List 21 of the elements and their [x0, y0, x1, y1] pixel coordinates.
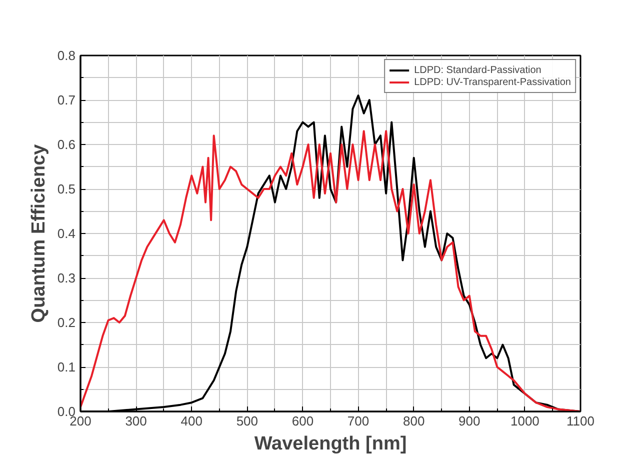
- x-tick-label: 900: [458, 414, 480, 428]
- legend-label: LDPD: UV-Transparent-Passivation: [414, 76, 571, 88]
- y-axis-title: Quantum Efficiency: [28, 144, 50, 323]
- x-tick-label: 1000: [510, 414, 540, 428]
- x-tick-label: 400: [180, 414, 202, 428]
- x-axis-title: Wavelength [nm]: [254, 434, 407, 454]
- y-tick-label: 0.7: [57, 92, 76, 108]
- x-tick-label: 600: [292, 414, 314, 428]
- x-tick-label: 300: [125, 414, 147, 428]
- x-tick-label: 800: [402, 414, 425, 428]
- y-tick-label: 0.1: [57, 360, 76, 374]
- y-tick-label: 0.6: [57, 137, 76, 152]
- x-tick-label: 500: [236, 414, 258, 428]
- y-tick-label: 0.4: [57, 226, 76, 241]
- y-tick-label: 0.5: [57, 182, 76, 196]
- x-tick-label: 700: [347, 414, 370, 428]
- y-tick-label: 0.2: [57, 315, 76, 330]
- y-tick-label: 0.3: [57, 270, 76, 286]
- y-tick-label: 0.8: [57, 48, 76, 63]
- x-tick-label: 1100: [566, 414, 594, 428]
- legend-label: LDPD: Standard-Passivation: [414, 64, 542, 76]
